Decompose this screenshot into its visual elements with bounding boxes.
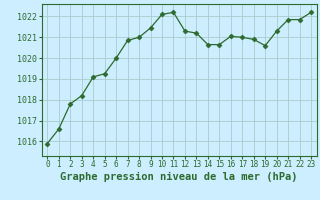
X-axis label: Graphe pression niveau de la mer (hPa): Graphe pression niveau de la mer (hPa) bbox=[60, 172, 298, 182]
